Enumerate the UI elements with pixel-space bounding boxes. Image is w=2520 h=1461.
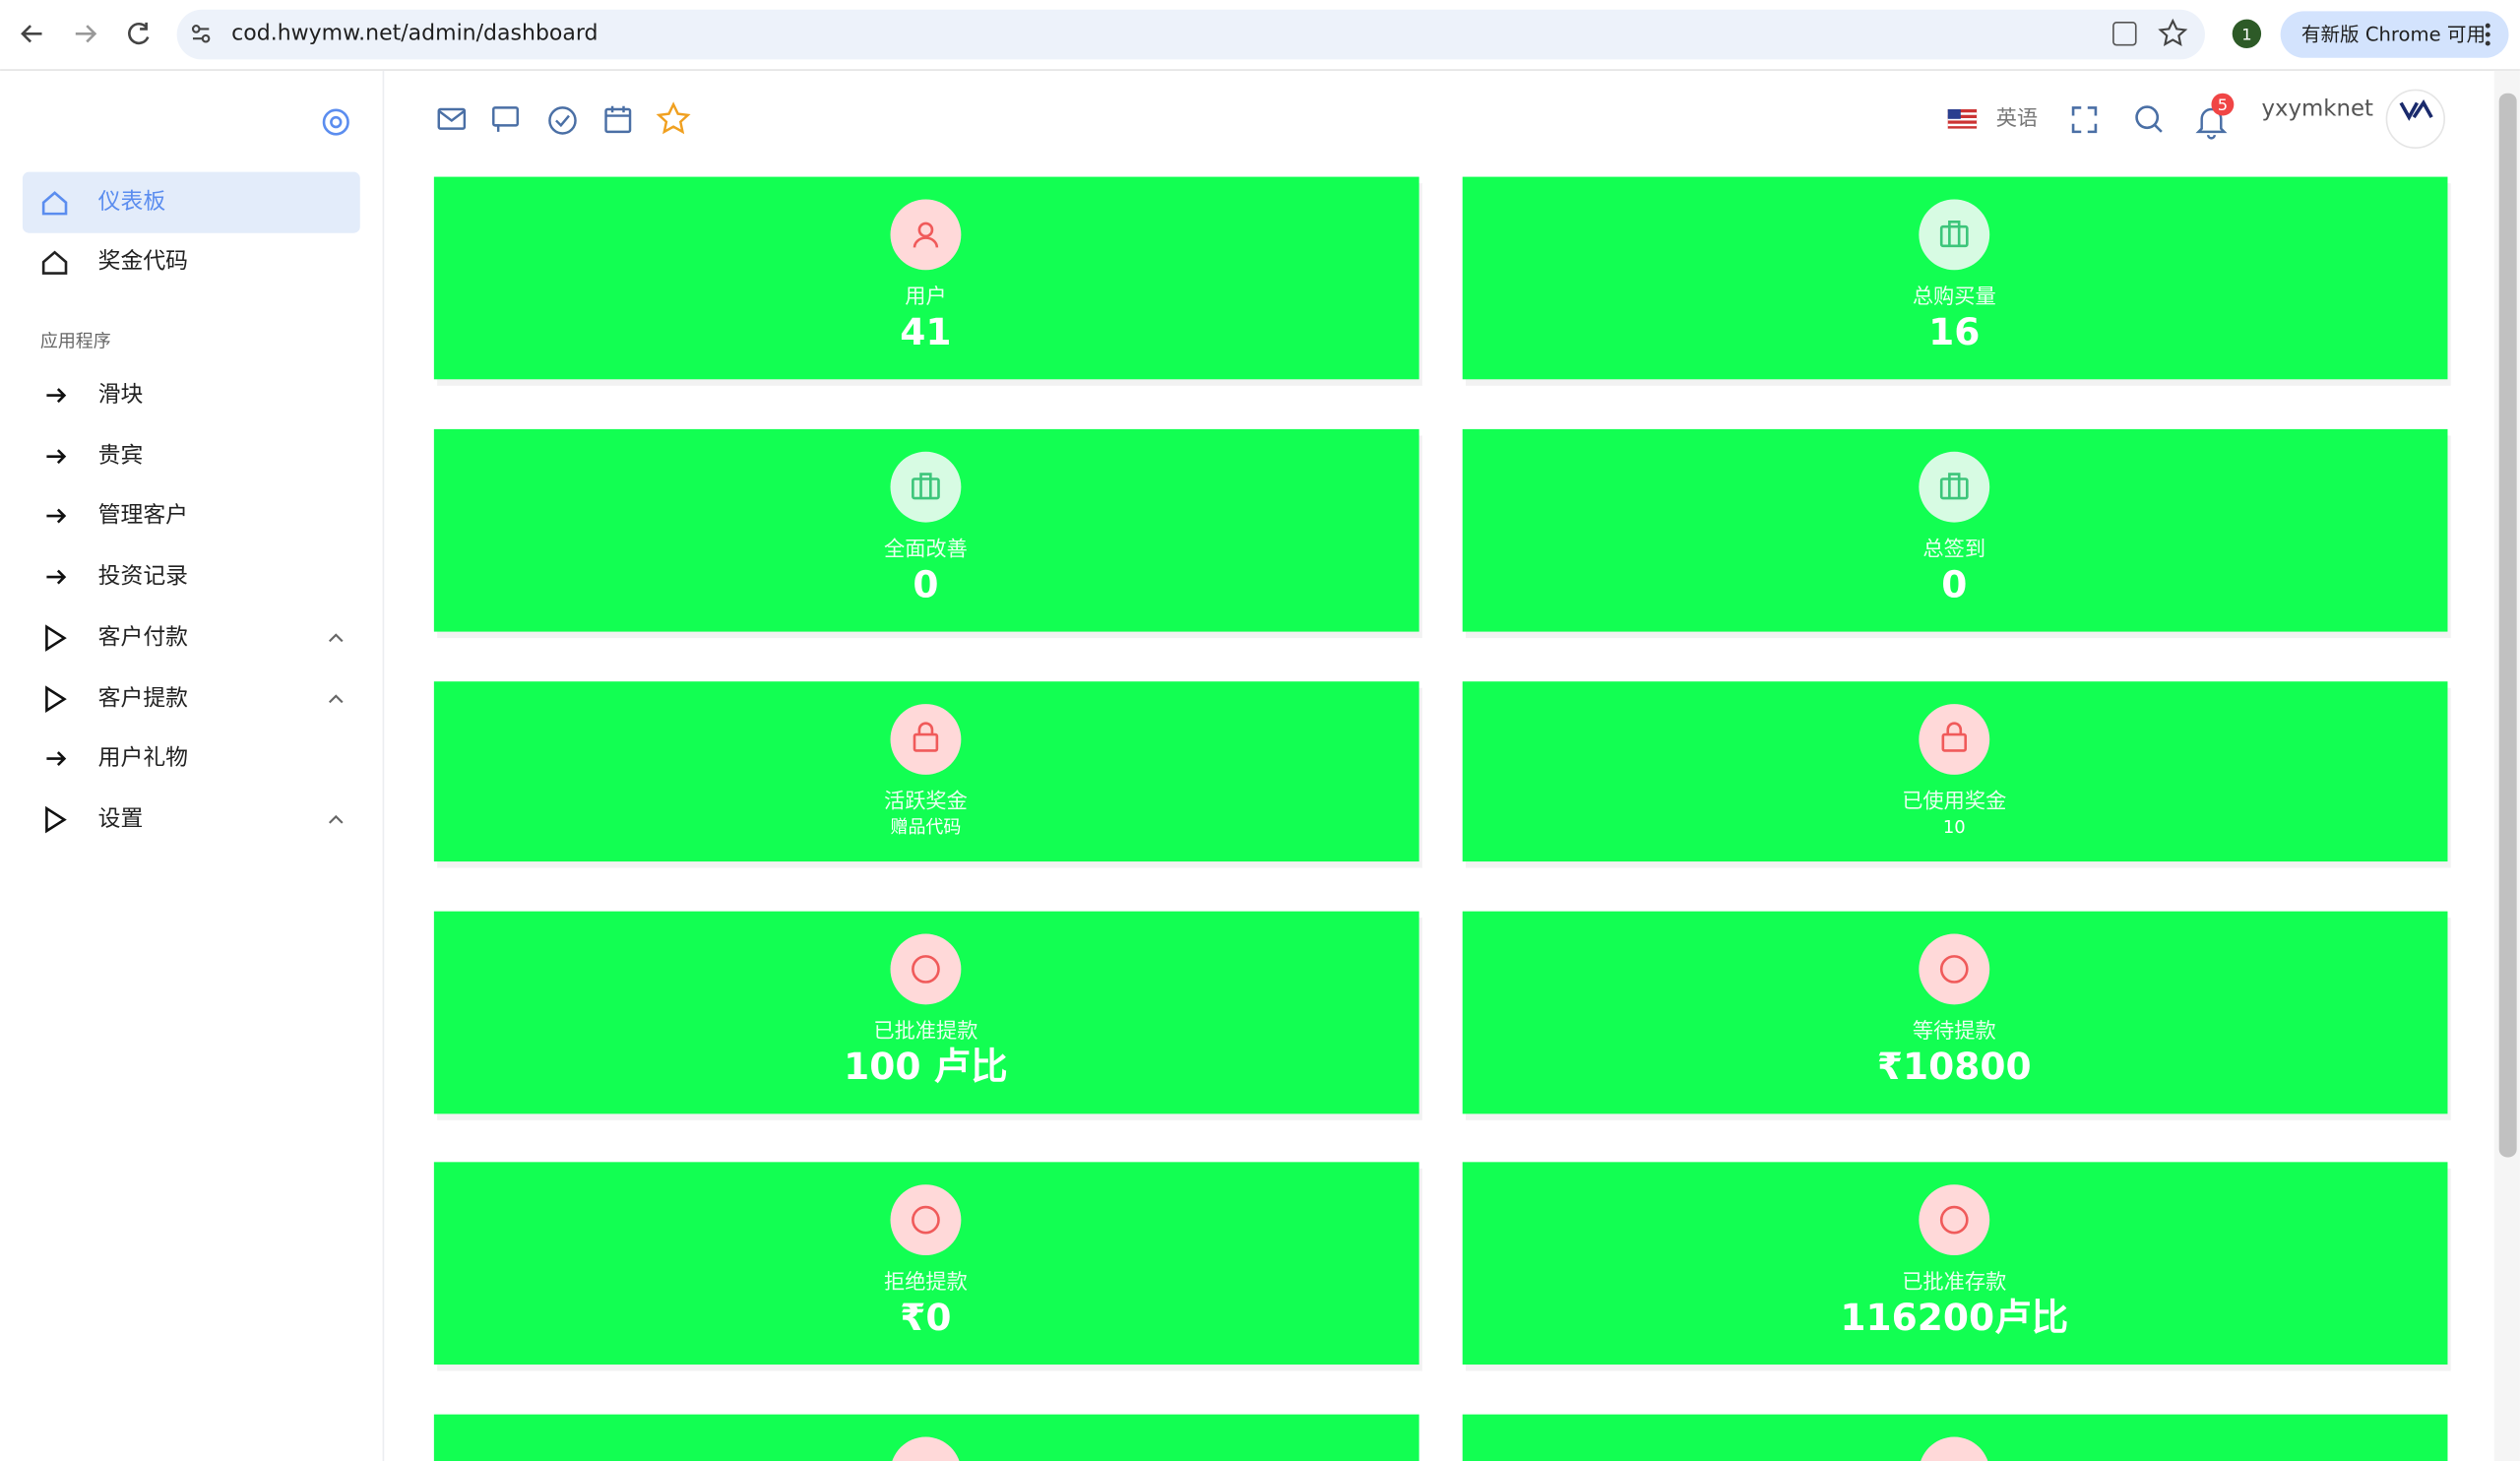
card-icon-bg: [1919, 704, 1990, 775]
menu-item[interactable]: 投资记录: [98, 564, 188, 590]
flag: [1947, 109, 1978, 129]
card-value: ₹0: [900, 1296, 951, 1339]
card-icon: [917, 722, 934, 735]
site-info-icon[interactable]: [191, 25, 211, 43]
search-icon[interactable]: [2135, 105, 2163, 133]
sidebar-toggle[interactable]: [322, 108, 349, 136]
menu-item[interactable]: 奖金代码: [98, 249, 188, 275]
card-icon-bg: [1919, 933, 1990, 1005]
card-value: 10: [1943, 817, 1966, 838]
menu-item[interactable]: 仪表板: [98, 189, 166, 215]
card-value: 16: [1928, 310, 1980, 353]
profile-label: 1: [2241, 25, 2251, 43]
card-label: 拒绝提款: [884, 1270, 968, 1295]
menu-icon: [46, 569, 67, 585]
nav-buttons[interactable]: [21, 22, 150, 45]
badge-count: 5: [2218, 95, 2228, 114]
chevron: [328, 814, 344, 824]
card-label: 已使用奖金: [1902, 790, 2006, 814]
avatar-logo: [2399, 99, 2433, 121]
card-icon: [912, 955, 940, 984]
address-bar[interactable]: [176, 9, 2205, 60]
menu-icon: [45, 685, 67, 713]
card-icon: [912, 1205, 940, 1235]
menu-item[interactable]: 贵宾: [98, 443, 144, 469]
card-icon: [913, 732, 939, 752]
chevron: [328, 694, 344, 704]
card-value: 赠品代码: [891, 817, 962, 838]
profile-avatar[interactable]: [2232, 19, 2262, 48]
username[interactable]: yxymknet: [2261, 96, 2373, 122]
card-label: 总签到: [1922, 537, 1985, 561]
card-value: 116200卢比: [1840, 1296, 2068, 1339]
card-value: 41: [900, 310, 951, 353]
menu-item[interactable]: 客户付款: [98, 625, 189, 651]
card-value: 100 卢比: [844, 1045, 1007, 1088]
card-label: 已批准存款: [1902, 1270, 2006, 1295]
menu-icon: [45, 624, 67, 652]
card-icon: [919, 473, 932, 499]
menu-icon: [46, 508, 67, 524]
menu-item[interactable]: 管理客户: [98, 503, 188, 529]
card-icon: [1946, 722, 1963, 735]
card-icon-bg: [892, 1436, 960, 1461]
card-icon-bg: [890, 1184, 962, 1256]
badge: [2211, 93, 2235, 116]
menu-item[interactable]: 用户礼物: [98, 745, 188, 771]
menu-icon: [41, 191, 68, 216]
card-icon-bg: [1919, 1184, 1990, 1256]
card-icon: [912, 477, 940, 500]
card-icon: [913, 236, 939, 248]
update-button[interactable]: [2280, 11, 2509, 58]
card-icon: [1948, 473, 1961, 499]
active-menu-bg: [22, 171, 360, 233]
update-text: 有新版 Chrome 可用: [2301, 23, 2486, 45]
card-label: 全面改善: [884, 537, 968, 561]
star-icon[interactable]: [656, 101, 691, 135]
card-label: 用户: [905, 285, 946, 309]
menu-icon: [41, 250, 68, 275]
menu-icon: [45, 805, 67, 834]
card-icon: [1939, 477, 1969, 500]
menu-item[interactable]: 滑块: [98, 382, 144, 408]
card-value: ₹10800: [1877, 1045, 2032, 1088]
card-icon-bg: [1919, 199, 1990, 271]
card-icon: [917, 222, 934, 238]
fullscreen-icon[interactable]: [2071, 106, 2098, 134]
chevron: [328, 633, 344, 643]
card-icon-bg: [890, 199, 962, 271]
menu-section: 应用程序: [40, 332, 111, 352]
card-icon-bg: [890, 451, 962, 523]
card-icon-bg: [890, 704, 962, 775]
card-icon-bg: [1919, 451, 1990, 523]
avatar[interactable]: [2385, 89, 2446, 150]
menu-icon: [46, 751, 67, 767]
card-icon: [1939, 1205, 1969, 1235]
card-icon-bg: [1921, 1436, 1988, 1461]
card-label: 总购买量: [1913, 285, 1996, 309]
card-label: 活跃奖金: [884, 790, 968, 814]
card-icon: [1939, 955, 1969, 984]
url: cod.hwymw.net/admin/dashboard: [231, 21, 598, 45]
card-icon: [1948, 220, 1961, 246]
card-icon: [1939, 224, 1969, 248]
bookmark-star[interactable]: [2158, 18, 2188, 46]
card-icon: [1941, 732, 1968, 752]
menu-icon: [46, 449, 67, 465]
menu-dots[interactable]: [2485, 23, 2490, 46]
quick-icons[interactable]: [437, 105, 632, 135]
card-label: 等待提款: [1913, 1019, 1996, 1044]
card-value: 0: [1941, 562, 1967, 605]
card-label: 已批准提款: [873, 1019, 977, 1044]
scroll-thumb[interactable]: [2498, 93, 2517, 1158]
language[interactable]: 英语: [1996, 106, 2038, 131]
menu-item[interactable]: 设置: [98, 806, 144, 832]
menu-item[interactable]: 客户提款: [98, 686, 189, 712]
translate-icon[interactable]: [2112, 22, 2137, 46]
card-value: 0: [913, 562, 938, 605]
card-icon-bg: [890, 933, 962, 1005]
menu-icon: [46, 388, 67, 404]
